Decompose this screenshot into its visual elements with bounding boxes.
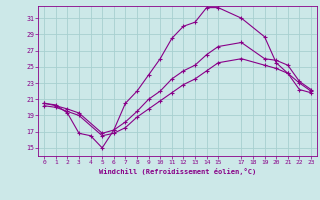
X-axis label: Windchill (Refroidissement éolien,°C): Windchill (Refroidissement éolien,°C) bbox=[99, 168, 256, 175]
